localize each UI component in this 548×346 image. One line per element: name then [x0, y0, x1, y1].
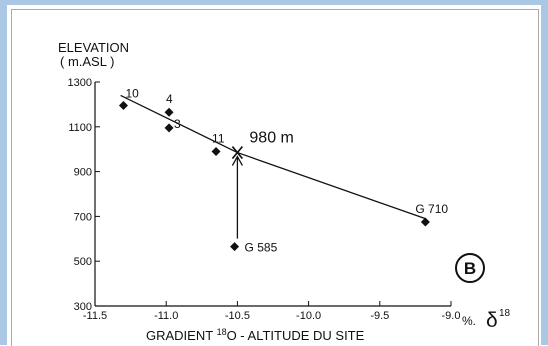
y-tick-label: 900: [74, 167, 92, 179]
x-tick-label: -11.0: [154, 310, 178, 322]
figure-panel: [11, 9, 539, 346]
x-axis-label-prefix: GRADIENT: [146, 328, 217, 343]
data-point: [211, 146, 221, 156]
panel-label: B: [464, 259, 476, 278]
panel-label-badge: B: [455, 253, 485, 283]
y-tick-label: 1300: [68, 77, 92, 89]
x-tick-label: -11.5: [83, 310, 107, 322]
data-point-label: 10: [125, 87, 139, 101]
data-point: [164, 107, 174, 117]
titles: ELEVATION ( m.ASL ) GRADIENT 18O - ALTIT…: [58, 40, 511, 343]
y-tick-label: 700: [74, 211, 92, 223]
x-tick-label: -10.5: [225, 310, 250, 322]
x-tick-label: -10.0: [296, 310, 321, 322]
data-point: [230, 242, 240, 252]
x-axis-label-main: O - ALTITUDE DU SITE: [227, 328, 365, 343]
x-tick-label: -9.0: [442, 310, 461, 322]
x-unit-permil: %.: [462, 314, 476, 328]
x-axis-label: GRADIENT 18O - ALTITUDE DU SITE: [146, 327, 365, 343]
x-axis-label-sup: 18: [217, 327, 227, 337]
y-tick-label: 1100: [68, 122, 92, 134]
data-point-label: 11: [212, 131, 225, 145]
data-point-label: 4: [166, 92, 173, 106]
intersection-label: 980 m: [249, 130, 293, 147]
axes: 300 500 700 900 1100 1300 -11.5 -11.0 -10.5 -10.0…: [68, 77, 461, 322]
arrow-head: [231, 155, 243, 166]
x-unit-delta-sup: 18: [499, 308, 511, 319]
data-point-label: G 585: [245, 241, 278, 255]
data-point-label: G 710: [415, 202, 448, 216]
data-point-label: 3: [174, 117, 181, 131]
x-tick-label: -9.5: [370, 310, 389, 322]
y-tick-label: 300: [74, 301, 92, 313]
data-points: 10 43 11 G 585 G 710: [118, 87, 448, 255]
fit-curve: 980 m: [120, 94, 426, 239]
intersection-marker: [231, 146, 244, 160]
y-axis-label-line1: ELEVATION: [58, 40, 129, 55]
panel-label-circle: [455, 253, 485, 283]
data-point: [118, 101, 128, 111]
data-point: [164, 123, 174, 133]
x-unit-delta: δ: [486, 309, 498, 332]
y-tick-label: 500: [74, 256, 92, 268]
y-axis-label-line2: ( m.ASL ): [60, 54, 114, 69]
data-point: [420, 217, 430, 227]
